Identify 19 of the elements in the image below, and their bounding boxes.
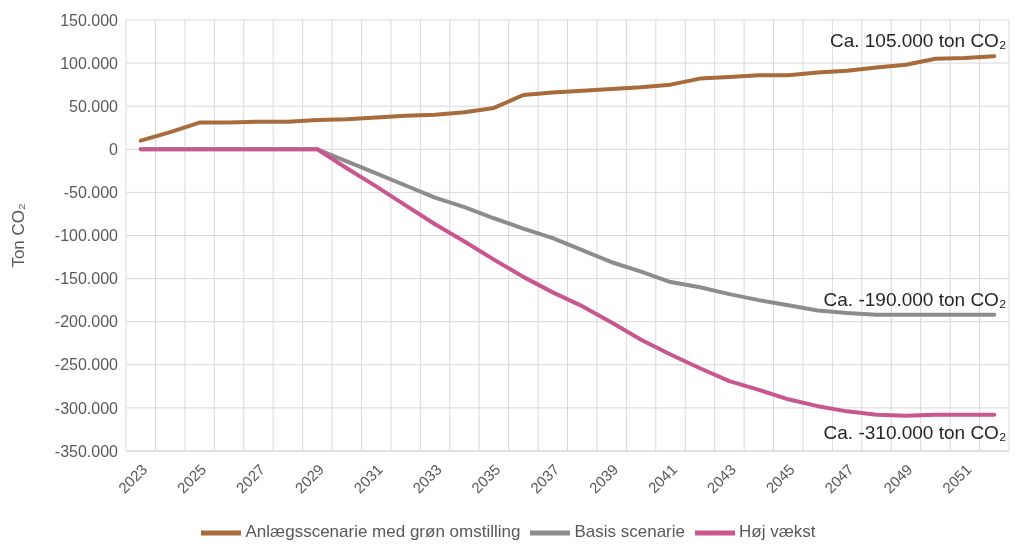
y-tick-label: -250.000 [54,356,119,374]
annotation: Ca. 105.000 ton CO₂ [829,30,1007,52]
y-tick-label: -150.000 [54,270,119,288]
y-tick-label: 0 [109,140,119,158]
annotation: Ca. -310.000 ton CO₂ [823,421,1007,443]
line-series [138,54,997,143]
y-tick-label: -350.000 [54,442,119,460]
y-tick-label: 100.000 [60,54,119,72]
y-tick-label: -300.000 [54,399,119,417]
y-tick-label: -200.000 [54,313,119,331]
y-axis-title: Ton CO₂ [9,203,29,268]
y-tick-label: 150.000 [60,11,119,29]
legend-label: Høj vækst [739,522,816,542]
annotation: Ca. -190.000 ton CO₂ [823,288,1007,310]
y-tick-label: 50.000 [69,97,119,115]
legend-label: Anlægsscenarie med grøn omstilling [245,522,521,542]
y-tick-label: -100.000 [54,227,119,245]
legend-label: Basis scenarie [574,522,685,542]
y-tick-label: -50.000 [63,184,119,202]
